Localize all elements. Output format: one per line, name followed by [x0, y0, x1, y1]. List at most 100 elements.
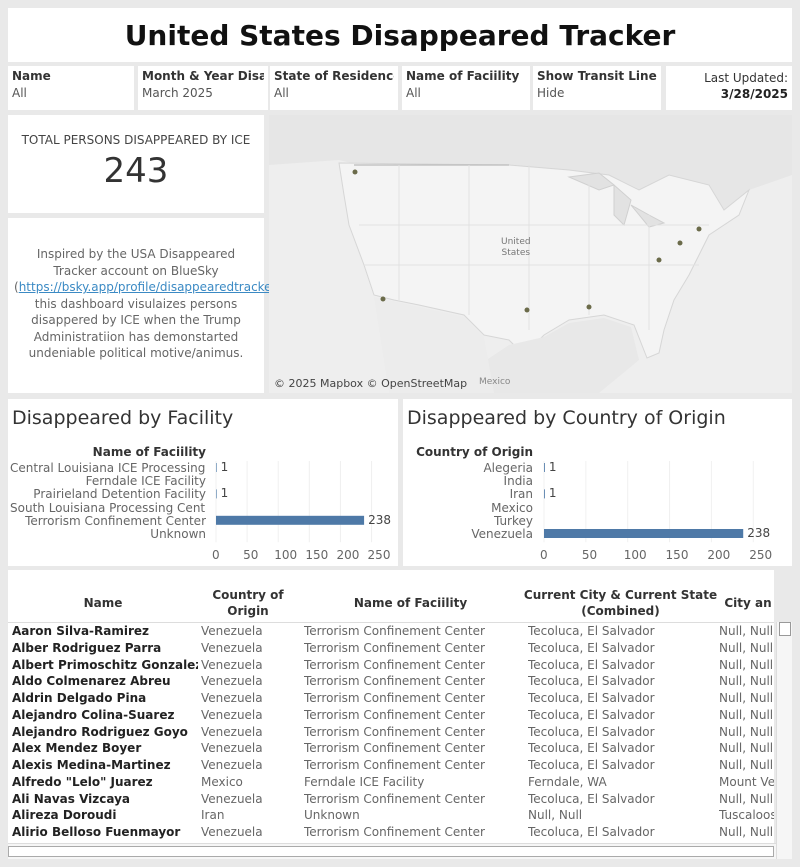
cell-name: Albert Primoschitz Gonzalez [12, 657, 198, 672]
map-point [696, 226, 702, 232]
chart-category-label[interactable]: Unknown [150, 527, 206, 541]
map-point [380, 296, 386, 302]
mexico-land [374, 297, 494, 393]
cell-name: Aaron Silva-Ramirez [12, 624, 150, 638]
chart-bar-label: 1 [548, 486, 557, 501]
chart-tick-label: 250 [749, 548, 773, 563]
table-cell: Tecoluca, El Salvador [528, 741, 655, 756]
chart-tick-label: 100 [623, 548, 647, 563]
filter-value[interactable]: All [406, 86, 421, 100]
chart-plot [215, 461, 373, 543]
chart-bar[interactable] [216, 515, 365, 525]
table-row[interactable]: Aaron Silva-Ramirez Venezuela Terrorism Co… [8, 623, 774, 640]
table-row[interactable]: Alireza Doroudi Iran Unknown Null, Null Tusc… [8, 807, 774, 824]
cell-name: Alejandro Colina-Suarez [12, 707, 175, 722]
chart-plot [543, 461, 754, 543]
table-cell: Null, Null [719, 741, 774, 756]
chart-category-label[interactable]: Mexico [491, 500, 533, 515]
table-cell: Tuscaloos [719, 808, 774, 823]
table-row[interactable]: Alfredo "Lelo" Juarez Mexico Ferndale ICE … [8, 774, 774, 791]
table-cell: Venezuela [201, 741, 263, 756]
last-updated: Last Updated: 3/28/2025 [666, 66, 792, 110]
filter-value[interactable]: Hide [537, 86, 565, 100]
table-row[interactable]: Alexis Medina-Martinez Venezuela Terrorism… [8, 757, 774, 774]
chart-category-label[interactable]: Terrorism Confinement Center [25, 513, 206, 528]
chart-category-label[interactable]: Venezuela [471, 527, 533, 541]
table-cell: Terrorism Confinement Center [304, 707, 485, 722]
state-borders [359, 165, 709, 330]
chart-bar[interactable] [544, 489, 545, 499]
column-header[interactable]: Current City & Current State (Combined) [523, 588, 718, 618]
table-row[interactable]: Alejandro Rodriguez Goyo Venezuela Terrori… [8, 724, 774, 741]
map-point [352, 169, 358, 175]
bluesky-link[interactable]: https://bsky.app/profile/disappearedtrac… [18, 280, 344, 294]
filter-name[interactable]: Name All [8, 66, 134, 110]
table-cell: Terrorism Confinement Center [304, 657, 485, 672]
chart-tick-label: 50 [581, 548, 598, 563]
table-cell: Venezuela [201, 674, 263, 689]
map-point [524, 307, 530, 313]
map-canvas [269, 115, 792, 393]
table-row[interactable]: Aldrin Delgado Pina Venezuela Terrorism Co… [8, 690, 774, 707]
column-header[interactable]: Country of Origin [212, 588, 284, 618]
table-row[interactable]: Alejandro Colina-Suarez Venezuela Terroris… [8, 707, 774, 724]
table-cell: Terrorism Confinement Center [304, 674, 485, 689]
table-row[interactable]: Alber Rodriguez Parra Venezuela Terrorism … [8, 640, 774, 657]
chart-tick-label: 100 [274, 548, 298, 563]
table-cell: Venezuela [201, 657, 263, 672]
column-header[interactable]: City an [724, 596, 772, 610]
chart-dimension-label: Name of Faciility [92, 445, 206, 459]
table-horizontal-scrollbar[interactable] [8, 843, 776, 859]
column-header[interactable]: Name of Faciility [353, 596, 468, 610]
filter-value[interactable]: March 2025 [142, 86, 213, 100]
chart-category-label[interactable]: India [503, 474, 533, 489]
table-row[interactable]: Albert Primoschitz Gonzalez Venezuela Terr… [8, 657, 774, 674]
chart-bar[interactable] [216, 489, 217, 499]
table-row[interactable]: Ali Navas Vizcaya Venezuela Terrorism Conf… [8, 791, 774, 808]
table-cell: Mount Ve [719, 774, 774, 789]
chart-category-label[interactable]: South Louisiana Processing Cent.. [10, 500, 206, 515]
chart-bar[interactable] [216, 463, 217, 472]
column-header[interactable]: Name [83, 596, 123, 610]
chart-bar-label: 1 [220, 486, 229, 501]
scrollbar-thumb[interactable] [779, 622, 791, 636]
chart-category-label[interactable]: Iran [509, 487, 533, 502]
cell-name: Alirio Belloso Fuenmayor [12, 825, 181, 839]
table-cell: Venezuela [201, 758, 263, 772]
filter-month-year[interactable]: Month & Year Disapp.. March 2025 [138, 66, 268, 110]
chart-bar[interactable] [544, 529, 744, 538]
scrollbar-thumb[interactable] [8, 846, 774, 857]
filter-transit-lines[interactable]: Show Transit Lines Hide [533, 66, 661, 110]
map-point [586, 304, 592, 310]
chart-category-label[interactable]: Prairieland Detention Facility [33, 487, 206, 502]
table-cell: Tecoluca, El Salvador [528, 624, 655, 638]
filter-state[interactable]: State of Residence All [270, 66, 398, 110]
filter-value[interactable]: All [12, 86, 27, 100]
table-row[interactable]: Alex Mendez Boyer Venezuela Terrorism Conf… [8, 740, 774, 757]
chart-bar[interactable] [544, 463, 545, 472]
table-cell: Null, Null [719, 674, 774, 689]
cell-name: Alfredo "Lelo" Juarez [12, 774, 153, 789]
map[interactable]: United States Mexico © 2025 Mapbox © Open… [269, 115, 792, 393]
table-cell: Tecoluca, El Salvador [528, 791, 655, 806]
persons-table[interactable]: Name Country of Origin Name of Faciility Cu… [8, 570, 774, 859]
table-cell: Venezuela [201, 724, 263, 739]
table-cell: Null, Null [719, 640, 774, 655]
map-copyright[interactable]: © 2025 Mapbox © OpenStreetMap [274, 377, 468, 390]
last-updated-label: Last Updated: [704, 71, 788, 85]
table-row[interactable]: Aldo Colmenarez Abreu Venezuela Terrorism … [8, 673, 774, 690]
table-cell: Tecoluca, El Salvador [528, 657, 655, 672]
table-cell: Mexico [201, 774, 243, 789]
chart-tick-label: 0 [212, 548, 220, 563]
filter-value[interactable]: All [274, 86, 289, 100]
table-cell: Terrorism Confinement Center [304, 624, 485, 638]
table-cell: Terrorism Confinement Center [304, 791, 485, 806]
chart-category-label[interactable]: Ferndale ICE Facility [85, 474, 206, 489]
table-row[interactable]: Alirio Belloso Fuenmayor Venezuela Terrori… [8, 824, 774, 841]
chart-category-label[interactable]: Alegeria [483, 461, 533, 475]
table-vertical-scrollbar[interactable] [776, 622, 792, 859]
chart-category-label[interactable]: Central Louisiana ICE Processing .. [10, 461, 206, 475]
filter-facility[interactable]: Name of Faciility All [402, 66, 530, 110]
chart-category-label[interactable]: Turkey [493, 513, 533, 528]
country-chart: Disappeared by Country of Origin Country … [403, 399, 792, 566]
